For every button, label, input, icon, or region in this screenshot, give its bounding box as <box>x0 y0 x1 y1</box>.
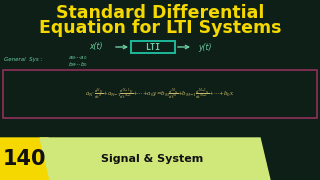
Text: $a_N \cdots a_0$: $a_N \cdots a_0$ <box>68 54 88 62</box>
FancyBboxPatch shape <box>131 41 175 53</box>
Text: $a_N\!\cdot\!\frac{d^N y}{dt^N}\!+\!a_{N\!-\!1}\frac{d^{N\!-\!1}y}{dt^{N\!-\!1}}: $a_N\!\cdot\!\frac{d^N y}{dt^N}\!+\!a_{N… <box>85 86 235 102</box>
Text: 140: 140 <box>2 149 46 169</box>
Text: Standard Differential: Standard Differential <box>56 4 264 22</box>
Polygon shape <box>0 138 58 180</box>
Text: Equation for LTI Systems: Equation for LTI Systems <box>39 19 281 37</box>
Text: y(t): y(t) <box>198 42 212 51</box>
Text: x(t): x(t) <box>89 42 103 51</box>
FancyBboxPatch shape <box>3 70 317 118</box>
Text: LTI: LTI <box>146 42 161 51</box>
Text: Signal & System: Signal & System <box>101 154 203 164</box>
Text: $b_M \cdots b_0$: $b_M \cdots b_0$ <box>68 60 88 69</box>
Polygon shape <box>40 138 270 180</box>
Text: General  Sys :: General Sys : <box>4 57 42 62</box>
